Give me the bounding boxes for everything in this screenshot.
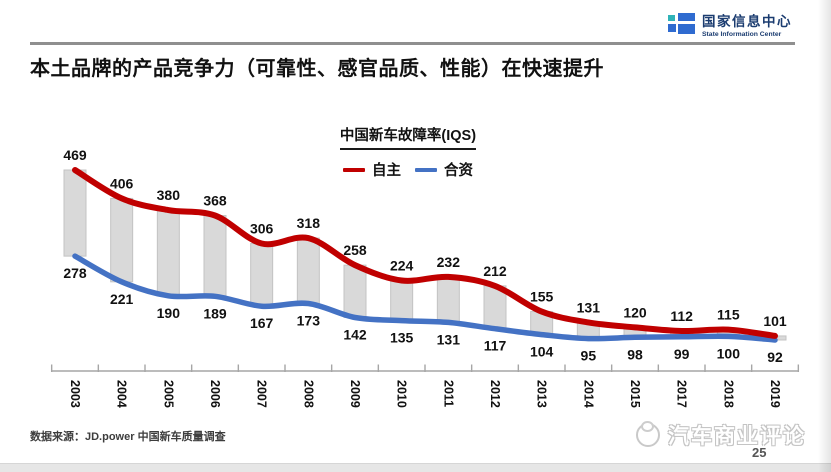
data-label-domestic: 368 [203,193,227,209]
bottom-bar [0,463,831,472]
range-bar [63,169,87,257]
legend-item-jv: 合资 [415,159,473,180]
x-tick-label: 2004 [115,380,129,408]
page-number: 25 [752,445,767,460]
data-label-domestic: 224 [390,257,414,273]
data-label-domestic: 318 [297,215,321,231]
x-tick-label: 2006 [208,380,222,408]
data-label-jv: 190 [157,305,181,321]
data-label-jv: 167 [250,315,274,331]
data-label-jv: 189 [203,305,227,321]
series-line-domestic [72,167,778,339]
brand-watermark: 汽车商业评论 [636,420,806,450]
legend-label-jv: 合资 [444,163,473,179]
data-label-domestic: 469 [63,147,87,163]
range-bar [110,197,134,283]
data-label-domestic: 120 [623,304,647,320]
data-label-domestic: 212 [483,263,507,279]
data-label-domestic: 115 [717,307,740,323]
right-edge-shade [818,0,831,472]
x-tick-label: 2015 [628,380,642,408]
org-name-cn: 国家信息中心 [702,14,792,29]
x-tick-label: 2003 [68,380,82,408]
brand-name: 汽车商业评论 [668,425,806,448]
brand-logo-icon [636,421,660,447]
data-label-jv: 99 [674,346,690,362]
x-tick-label: 2010 [395,380,409,408]
x-tick-label: 2012 [488,380,502,408]
x-tick-label: 2009 [348,380,362,408]
range-bar [203,215,227,297]
legend-swatch-jv [415,167,437,172]
data-label-jv: 135 [390,330,414,346]
x-tick-label: 2005 [161,380,175,408]
data-label-jv: 142 [343,326,367,342]
chart-legend: 自主 合资 [0,159,816,180]
data-label-domestic: 131 [577,299,601,315]
legend-label-domestic: 自主 [372,163,401,179]
data-label-jv: 92 [767,349,783,365]
series-line-jv [72,253,778,343]
data-label-domestic: 155 [530,289,554,305]
x-tick-label: 2014 [581,380,595,408]
data-source-note: 数据来源：JD.power 中国新车质量调查 [30,431,226,443]
data-label-jv: 278 [63,265,87,281]
data-label-domestic: 112 [670,308,693,324]
data-label-jv: 117 [484,338,507,354]
data-label-jv: 221 [110,291,134,307]
range-bar [390,279,414,322]
org-name-en: State Information Center [702,31,782,38]
data-label-jv: 98 [627,346,643,362]
data-label-domestic: 101 [763,313,787,329]
data-label-domestic: 380 [157,187,181,203]
legend-item-domestic: 自主 [343,159,401,180]
data-label-domestic: 258 [343,242,367,258]
x-tick-label: 2008 [301,380,315,408]
data-label-domestic: 232 [437,254,461,270]
x-tick-label: 2017 [675,380,689,408]
org-logo-icon [668,12,696,36]
x-tick-label: 2007 [255,380,269,408]
legend-swatch-domestic [343,167,365,172]
x-tick-label: 2013 [535,380,549,408]
x-tick-label: 2011 [441,380,455,407]
org-logo: 国家信息中心 State Information Center [668,10,792,38]
data-label-jv: 173 [297,312,321,328]
data-label-jv: 100 [717,345,741,361]
data-label-jv: 104 [530,344,554,360]
chart-title: 中国新车故障率(IQS) [339,124,477,150]
slide-title: 本土品牌的产品竞争力（可靠性、感官品质、性能）在快速提升 [30,58,604,80]
range-bar [156,209,180,297]
chart-header: 中国新车故障率(IQS) 自主 合资 [0,124,816,180]
data-label-jv: 95 [581,348,597,364]
range-bar [343,264,367,318]
data-label-domestic: 306 [250,221,274,237]
x-tick-label: 2019 [768,380,782,408]
range-bar [250,243,274,307]
org-logo-text: 国家信息中心 State Information Center [702,10,792,38]
data-label-domestic: 406 [110,175,134,191]
range-bar [436,276,460,323]
range-bar [296,237,320,304]
header-divider [30,42,795,45]
data-label-jv: 131 [437,331,461,347]
x-tick-label: 2018 [721,380,735,408]
